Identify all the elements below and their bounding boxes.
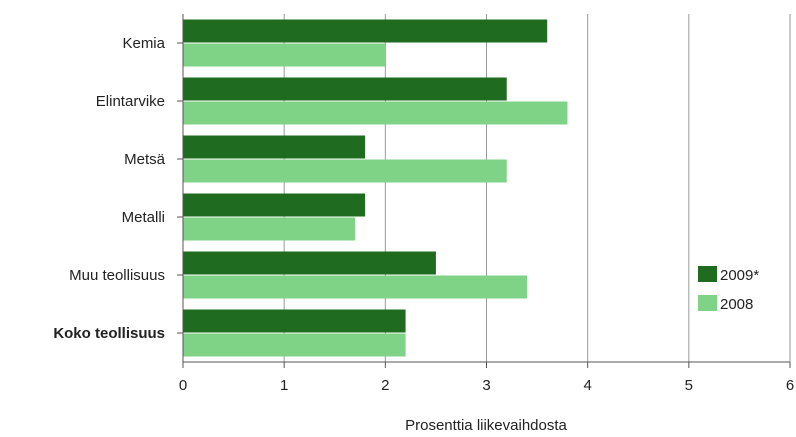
x-tick-label: 1 xyxy=(280,377,288,394)
bar-series1 xyxy=(183,193,366,217)
x-tick-labels: 0 1 2 3 4 5 6 xyxy=(179,377,794,394)
bar-series2 xyxy=(183,101,568,125)
category-label: Metalli xyxy=(122,209,165,226)
x-axis-title: Prosenttia liikevaihdosta xyxy=(405,417,567,434)
category-label: Muu teollisuus xyxy=(69,267,165,284)
x-tick-label: 3 xyxy=(482,377,490,394)
category-label: Koko teollisuus xyxy=(53,325,165,342)
bar-series1 xyxy=(183,135,366,159)
x-tick-label: 2 xyxy=(381,377,389,394)
legend-label: 2008 xyxy=(720,296,753,313)
bar-series2 xyxy=(183,217,355,241)
bar-series2 xyxy=(183,159,507,183)
bar-series2 xyxy=(183,43,386,67)
bar-series2 xyxy=(183,275,527,299)
bars xyxy=(183,19,568,357)
bar-series1 xyxy=(183,309,406,333)
legend: 2009* 2008 xyxy=(698,266,759,313)
legend-swatch xyxy=(698,266,717,282)
x-tick-label: 4 xyxy=(583,377,591,394)
x-tick-label: 5 xyxy=(685,377,693,394)
category-label: Elintarvike xyxy=(96,93,165,110)
axes xyxy=(177,14,791,368)
bar-series1 xyxy=(183,19,548,43)
gridlines xyxy=(283,14,791,362)
category-label: Metsä xyxy=(124,151,166,168)
bar-series2 xyxy=(183,333,406,357)
legend-label: 2009* xyxy=(720,267,759,284)
category-labels: Kemia Elintarvike Metsä Metalli Muu teollisu… xyxy=(53,35,165,342)
legend-swatch xyxy=(698,295,717,311)
bar-series1 xyxy=(183,77,507,101)
bar-series1 xyxy=(183,251,436,275)
category-label: Kemia xyxy=(122,35,165,52)
x-tick-label: 6 xyxy=(786,377,794,394)
x-tick-label: 0 xyxy=(179,377,187,394)
